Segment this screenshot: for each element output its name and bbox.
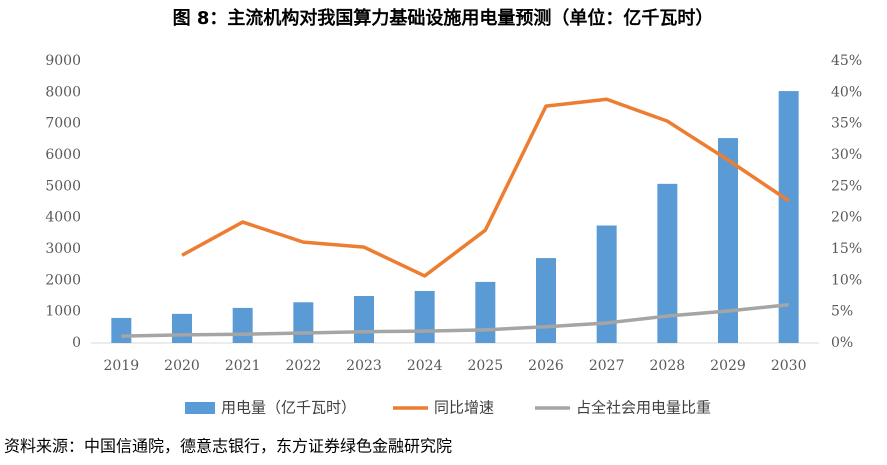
legend-label: 同比增速 [434,399,494,417]
x-tick-label: 2030 [771,358,807,374]
y-tick-label: 4000 [45,210,81,226]
source-note: 资料来源：中国信通院，德意志银行，东方证券绿色金融研究院 [4,437,452,456]
x-tick-label: 2020 [164,358,200,374]
bar [172,313,192,343]
y-tick-label: 9000 [45,53,81,69]
bar [778,91,799,343]
chart-title: 图 8：主流机构对我国算力基础设施用电量预测（单位：亿千瓦时） [173,7,714,29]
y2-tick-label: 30% [831,147,862,163]
y2-tick-label: 20% [831,210,862,226]
y-tick-label: 6000 [45,147,81,163]
y2-tick-label: 45% [831,53,862,69]
bar [596,225,617,343]
line-series [181,97,790,278]
y2-tick-label: 5% [831,304,853,320]
bar [354,296,374,343]
y-tick-label: 8000 [45,84,81,100]
y-tick-label: 0 [72,335,81,351]
line-series [121,303,789,338]
bar [475,281,496,343]
x-tick-label: 2026 [528,358,564,374]
x-tick-label: 2027 [589,358,625,374]
bar [718,138,738,343]
y2-tick-label: 40% [831,84,862,100]
x-tick-label: 2022 [286,358,322,374]
y-tick-label: 5000 [45,178,81,194]
bar [657,183,678,343]
bar [414,290,435,343]
bar [111,317,132,343]
y2-tick-label: 25% [831,178,862,194]
y2-tick-label: 10% [831,272,862,288]
legend-label: 占全社会用电量比重 [576,399,711,417]
x-tick-label: 2028 [650,358,686,374]
y-tick-label: 3000 [45,241,81,257]
y2-tick-label: 35% [831,116,862,132]
y-tick-label: 1000 [45,304,81,320]
y-tick-label: 2000 [45,272,81,288]
y2-tick-label: 0% [831,335,853,351]
bar [232,307,253,343]
legend-label: 用电量（亿千瓦时） [221,399,356,417]
x-tick-label: 2019 [104,358,140,374]
x-tick-label: 2021 [225,358,261,374]
y-tick-label: 7000 [45,116,81,132]
x-tick-label: 2025 [468,358,504,374]
bar [293,302,314,343]
x-tick-label: 2024 [407,358,443,374]
x-tick-label: 2023 [346,358,382,374]
y2-tick-label: 15% [831,241,862,257]
bar [536,258,556,343]
x-tick-label: 2029 [710,358,746,374]
legend-swatch [185,402,215,414]
